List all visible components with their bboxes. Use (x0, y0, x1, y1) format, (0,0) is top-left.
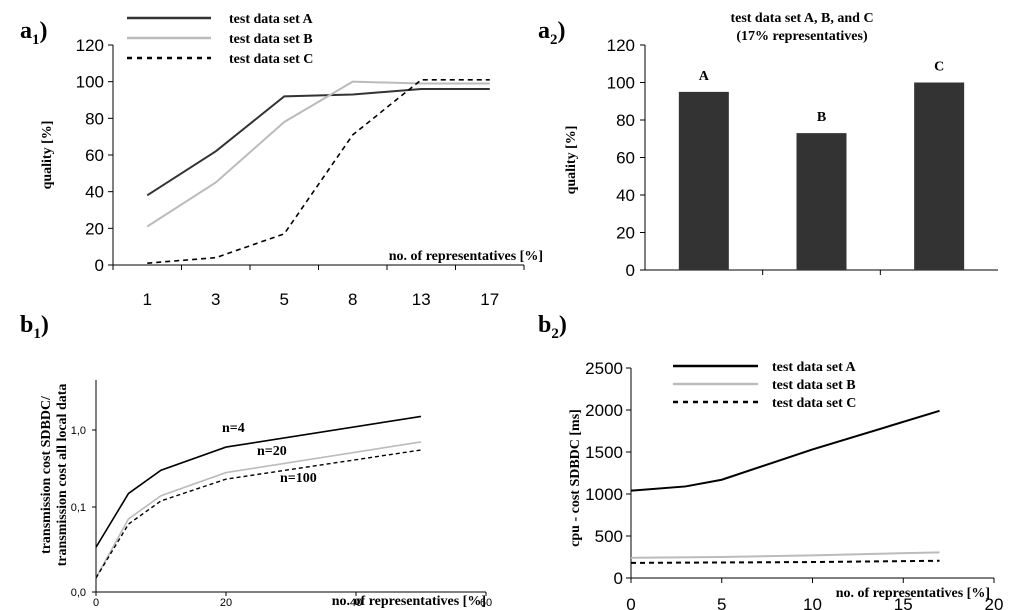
a1-y-tick-label: 60 (85, 146, 104, 165)
a1-legend-label: test data set C (229, 52, 313, 67)
a1-y-tick-label: 0 (95, 256, 104, 275)
a2-y-tick-label: 20 (616, 224, 635, 243)
a2-bar-label: C (934, 60, 944, 75)
b1-axes: 0,0 0,1 1,0 0 20 40 60 (71, 380, 492, 609)
b2-y-tick-label: 0 (614, 569, 623, 588)
b2-series-line (630, 559, 940, 564)
b1-series-line (95, 441, 422, 579)
b2-y-axis-label: cpu - cost SDBDC [ms] (568, 409, 583, 547)
a2-y-tick-label: 80 (616, 111, 635, 130)
a1-legend-label: test data set A (229, 12, 313, 27)
b2-y-tick-label: 2500 (585, 359, 623, 378)
a2-bar (678, 91, 729, 270)
b2-legend-label: test data set B (772, 378, 856, 393)
b2-legend-label: test data set A (772, 360, 856, 375)
chart-a1: quality [%] no. of representatives [%] 0… (40, 12, 543, 309)
b2-y-tick-label: 500 (595, 527, 623, 546)
chart-a2: test data set A, B, and C (17% represent… (564, 11, 998, 280)
b1-y-tick-label: 1,0 (71, 425, 86, 437)
b1-x-tick-label: 40 (350, 597, 362, 609)
b1-series-label: n=100 (280, 471, 317, 486)
a2-bar-label: A (699, 69, 710, 84)
a2-bar-label: B (817, 110, 826, 125)
b1-x-tick-label: 60 (480, 597, 492, 609)
b2-y-tick-label: 1500 (585, 443, 623, 462)
b2-x-tick-label: 0 (626, 595, 635, 610)
a1-series (146, 79, 490, 264)
panel-label-b1: b1) (20, 312, 49, 342)
a2-y-tick-label: 60 (616, 149, 635, 168)
a2-y-axis-label: quality [%] (564, 126, 579, 195)
a2-bar (914, 82, 965, 270)
b1-y-tick-label: 0,1 (71, 502, 86, 514)
a2-bars: A B C (678, 60, 965, 270)
b2-legend-label: test data set C (772, 396, 856, 411)
a1-y-tick-label: 40 (85, 183, 104, 202)
b2-legend: test data set A test data set B test data … (673, 360, 856, 411)
b2-x-axis-label: no. of representatives [%] (836, 586, 990, 601)
a2-y-tick-label: 100 (607, 74, 635, 93)
b1-y-tick-label: 0,0 (71, 587, 86, 599)
a2-title: test data set A, B, and C (730, 11, 873, 26)
a2-bar (796, 133, 847, 270)
b2-x-tick-label: 20 (985, 595, 1004, 610)
b1-y-axis-label-line2: transmission cost all local data (55, 384, 70, 567)
a1-y-tick-label: 20 (85, 219, 104, 238)
b1-series-label: n=4 (222, 421, 245, 436)
chart-b2: cpu - cost SDBDC [ms] no. of representat… (568, 359, 1003, 610)
a1-series-line (146, 88, 490, 197)
b1-x-axis-label: no. of representatives [%] (332, 594, 486, 609)
b1-x-tick-label: 0 (93, 597, 99, 609)
a1-legend: test data set A test data set B test data … (127, 12, 313, 67)
a1-x-axis-label: no. of representatives [%] (389, 249, 543, 264)
b2-x-tick-label: 10 (803, 595, 822, 610)
panel-label-b2: b2) (538, 312, 567, 342)
b1-y-axis-label-line1: transmission cost SDBDC/ (39, 395, 54, 554)
a2-y-tick-label: 40 (616, 186, 635, 205)
b2-y-tick-label: 2000 (585, 401, 623, 420)
b1-series-line (95, 449, 422, 579)
b2-series (630, 409, 940, 564)
a2-y-tick-label: 0 (626, 261, 635, 280)
a1-series-line (147, 79, 490, 264)
a1-legend-label: test data set B (229, 32, 313, 47)
b1-x-tick-label: 20 (220, 597, 232, 609)
b1-series: n=4 n=20 n=100 (95, 415, 422, 579)
a1-y-axis-label: quality [%] (40, 121, 55, 190)
b2-x-tick-label: 5 (717, 595, 726, 610)
a2-y-tick-label: 120 (607, 36, 635, 55)
panel-label-a1: a1) (20, 18, 48, 48)
b2-y-tick-label: 1000 (585, 485, 623, 504)
a1-x-tick-label: 1 (143, 290, 152, 309)
a1-x-tick-label: 13 (412, 290, 431, 309)
b2-series-line (630, 409, 940, 492)
a2-subtitle: (17% representatives) (736, 29, 868, 44)
a1-y-tick-label: 100 (76, 73, 104, 92)
b2-x-tick-label: 15 (894, 595, 913, 610)
a1-y-tick-label: 80 (85, 109, 104, 128)
a1-y-tick-label: 120 (76, 36, 104, 55)
a1-x-tick-label: 5 (280, 290, 289, 309)
a1-x-tick-label: 17 (480, 290, 499, 309)
b1-series-label: n=20 (257, 444, 287, 459)
a1-x-tick-label: 8 (348, 290, 357, 309)
chart-b1: transmission cost SDBDC/ transmission co… (39, 380, 492, 609)
b2-series-line (630, 551, 940, 559)
panel-label-a2: a2) (538, 18, 566, 48)
a1-x-tick-label: 3 (211, 290, 220, 309)
b1-series-line (95, 415, 422, 548)
a1-series-line (146, 80, 490, 228)
b2-axes: 0 500 1000 1500 2000 2500 0 5 10 15 20 (585, 359, 1003, 610)
